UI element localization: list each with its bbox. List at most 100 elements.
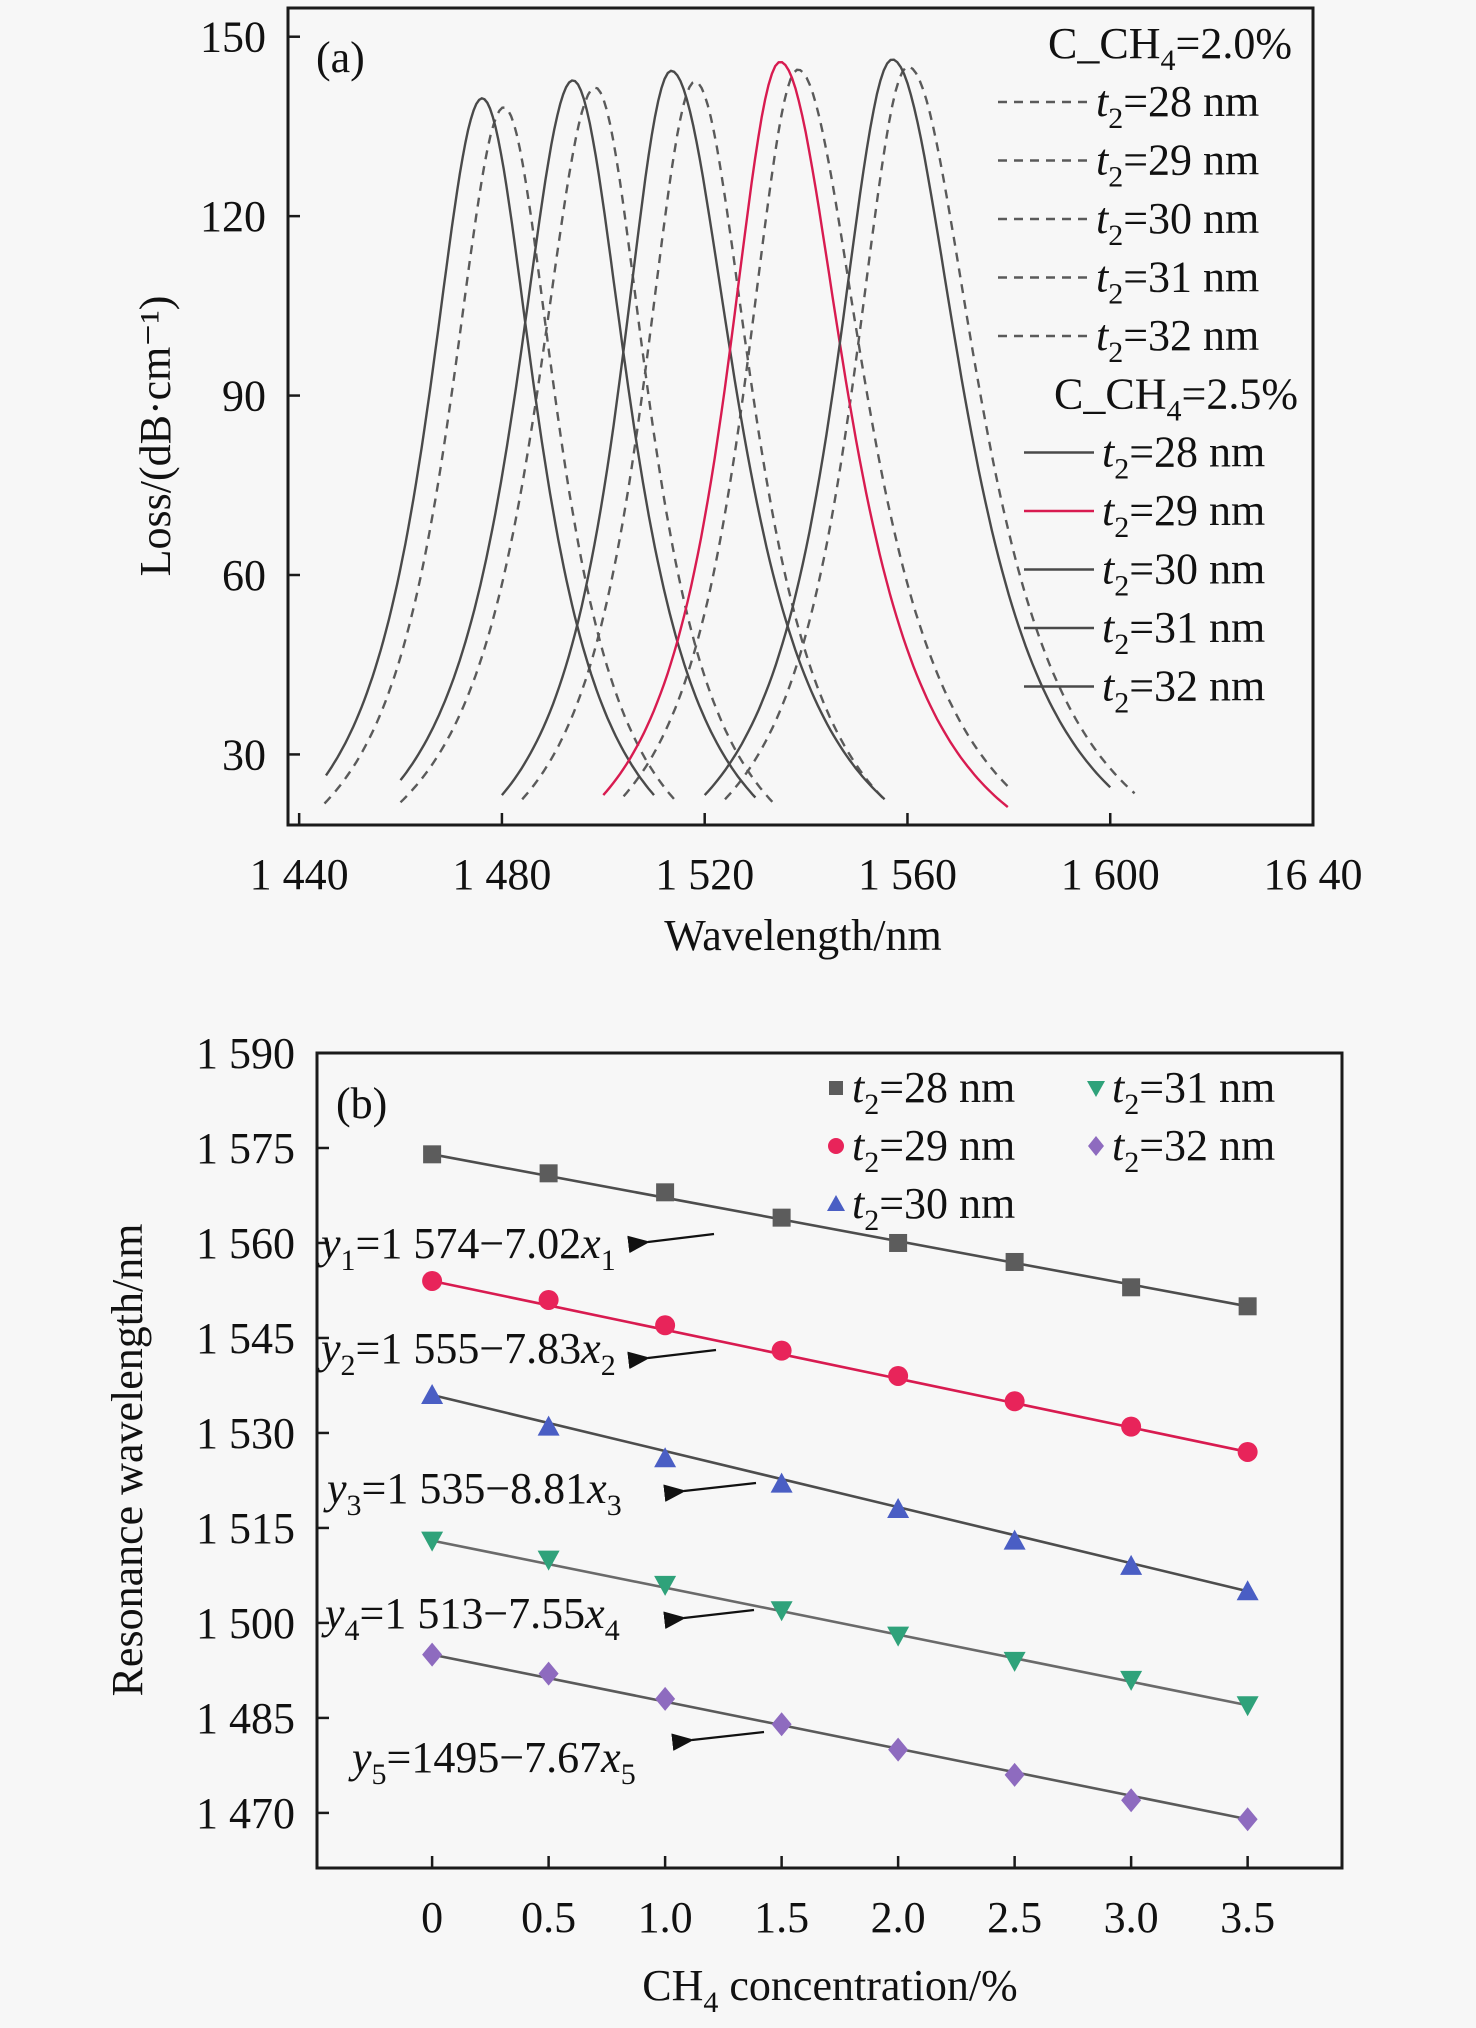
panel-a-legend-entry-part: =32 nm (1129, 662, 1265, 711)
panel-b-legend-marker (1088, 1136, 1104, 1156)
panel-b-fit-equation-4-part: =1 513−7.55 (360, 1589, 586, 1638)
panel-a-label: (a) (316, 33, 365, 82)
panel-b-data-point (771, 1340, 792, 1361)
panel-b-fit-equation-5-part: =1495−7.67 (387, 1733, 602, 1782)
panel-a-legend-entry-part: =28 nm (1123, 77, 1259, 126)
panel-b-fit-equation-2: y2=1 555−7.83x2 (317, 1324, 616, 1382)
panel-a-legend-group-title-part: C_CH (1054, 370, 1166, 419)
panel-a-legend-entry: t2=31 nm (1096, 253, 1259, 311)
panel-b-series (421, 1145, 1259, 1832)
panel-b-fit-line (431, 1393, 1248, 1593)
panel-b-fit-equation-5-part: x (600, 1733, 621, 1782)
panel-b-data-point (1121, 1416, 1142, 1437)
panel-a-legend-entry-part: 2 (1114, 453, 1129, 486)
panel-b-series-31nm (421, 1531, 1259, 1717)
panel-b-legend-marker (828, 1138, 844, 1154)
panel-b-x-tick-label: 1.5 (754, 1893, 809, 1942)
panel-b-fit-equation-1-part: =1 574−7.02 (356, 1219, 582, 1268)
panel-b-fit-equation-4-part: y (321, 1589, 345, 1638)
panel-a-curve-dashed-2 (521, 80, 889, 804)
panel-a-legend-entry-part: =29 nm (1129, 486, 1265, 535)
panel-b-data-point (422, 1270, 443, 1291)
panel-b-x-tick-label: 0 (421, 1893, 443, 1942)
panel-b-data-point (1122, 1278, 1141, 1297)
panel-b-fit-line (431, 1279, 1248, 1454)
panel-a-legend-entry-part: t (1102, 486, 1116, 535)
panel-b-data-point (422, 1642, 443, 1667)
panel-b-legend-entry: t2=29 nm (852, 1121, 1015, 1179)
panel-b-fit-equation-4: y4=1 513−7.55x4 (321, 1589, 620, 1647)
panel-a-plot-frame (286, 6, 1315, 827)
panel-b-data-point (421, 1531, 444, 1552)
panel-a-curve-dashed-0 (323, 106, 676, 805)
panel-b-data-point (770, 1601, 793, 1622)
panel-b-fit-line (431, 1539, 1248, 1707)
panel-a-legend-entry-part: 2 (1114, 687, 1129, 720)
panel-b-data-point (537, 1550, 560, 1571)
panel-b-data-point (1003, 1651, 1026, 1672)
panel-b-x-tick-label: 3.5 (1220, 1893, 1275, 1942)
panel-b-series-28nm (423, 1145, 1257, 1316)
panel-a-legend-entry-part: 2 (1108, 278, 1123, 311)
panel-a-y-axis-title: Loss/(dB·cm⁻¹) (131, 296, 180, 577)
panel-b-plot-frame (315, 1051, 1344, 1870)
panel-b-data-point (421, 1383, 444, 1404)
panel-b-fit-equation-5-part: y (348, 1733, 372, 1782)
panel-b-fit-equation-3-part: y (323, 1464, 347, 1513)
panel-a-curve-dashed-4 (724, 65, 1136, 801)
panel-a-legend-entry-part: =29 nm (1123, 136, 1259, 185)
panel-b-data-point (1004, 1762, 1025, 1787)
panel-b-fit-equation-1-part: 1 (341, 1244, 356, 1277)
panel-a-legend-entry: t2=30 nm (1096, 194, 1259, 252)
panel-b-label: (b) (336, 1079, 387, 1128)
panel-a-legend-entry-part: =31 nm (1129, 603, 1265, 652)
panel-b-x-axis-title-tail: concentration/% (718, 1961, 1017, 2010)
panel-b-y-tick-label: 1 590 (196, 1029, 295, 1078)
panel-b-data-point (1236, 1696, 1259, 1717)
panel-b-legend-entry-part: t (1112, 1121, 1126, 1170)
panel-b-series-30nm (421, 1383, 1259, 1601)
panel-b-x-tick-label: 3.0 (1104, 1893, 1159, 1942)
panel-b-legend-entry-part: 2 (1124, 1146, 1139, 1179)
panel-b-fit-equation-3-part: 3 (347, 1489, 362, 1522)
panel-b-data-point (1120, 1554, 1143, 1575)
panel-a-y-tick-label: 120 (200, 192, 266, 241)
panel-b-fit-equation-1: y1=1 574−7.02x1 (317, 1219, 616, 1277)
panel-a-x-axis-title: Wavelength/nm (664, 911, 942, 960)
panel-b-y-tick-label: 1 470 (196, 1789, 295, 1838)
panel-a-x-tick-label: 1 600 (1061, 850, 1160, 899)
panel-b-legend-entry-part: =28 nm (879, 1063, 1015, 1112)
panel-a-y-axis-title-text: Loss/(dB·cm⁻¹) (131, 296, 180, 577)
panel-b-fit-equation-2-part: 2 (341, 1349, 356, 1382)
panel-b-data-point (654, 1447, 677, 1468)
panel-b-x-tick-label: 2.0 (871, 1893, 926, 1942)
panel-b-legend-entry-part: 2 (864, 1088, 879, 1121)
panel-b-legend-entry-part: 2 (1124, 1088, 1139, 1121)
panel-a-x-tick-label: 1 480 (452, 850, 551, 899)
panel-a-legend-entry-part: =28 nm (1129, 428, 1265, 477)
panel-a-legend-entry: t2=28 nm (1096, 77, 1259, 135)
panel-b-y-axis: 1 470 1 485 1 500 1 515 1 530 1 545 1 560 1 575… (196, 1029, 329, 1838)
panel-a-curve-dashed-1 (399, 86, 777, 807)
panel-b-data-point (539, 1164, 558, 1183)
panel-a-legend-entry-part: 2 (1108, 219, 1123, 252)
panel-b-data-point (1121, 1788, 1142, 1813)
panel-a-legend-entry-part: 2 (1108, 161, 1123, 194)
panel-b-y-tick-label: 1 500 (196, 1599, 295, 1648)
panel-a-x-axis: 1 440 1 480 1 520 1 560 1 600 16 40 (250, 813, 1363, 899)
panel-b-y-tick-label: 1 560 (196, 1219, 295, 1268)
panel-b-legend-marker (829, 1081, 843, 1095)
panel-a-legend-entry-part: =30 nm (1123, 194, 1259, 243)
panel-b-x-tick-label: 0.5 (521, 1893, 576, 1942)
panel-a-curve-solid-6 (399, 79, 757, 799)
panel-b-series-29nm (422, 1270, 1258, 1462)
panel-a-legend-group-title-part: =2.0% (1176, 19, 1292, 68)
panel-b-fit-equation-3-part: 3 (607, 1489, 622, 1522)
panel-b-data-point (655, 1315, 676, 1336)
panel-b-data-point (538, 1289, 559, 1310)
panel-b-fit-line (431, 1653, 1248, 1821)
panel-b-fit-equation-4-part: 4 (345, 1614, 360, 1647)
panel-b-x-axis-title: CH4 concentration/% (642, 1961, 1017, 2019)
panel-a-legend-group-title-part: C_CH (1048, 19, 1160, 68)
